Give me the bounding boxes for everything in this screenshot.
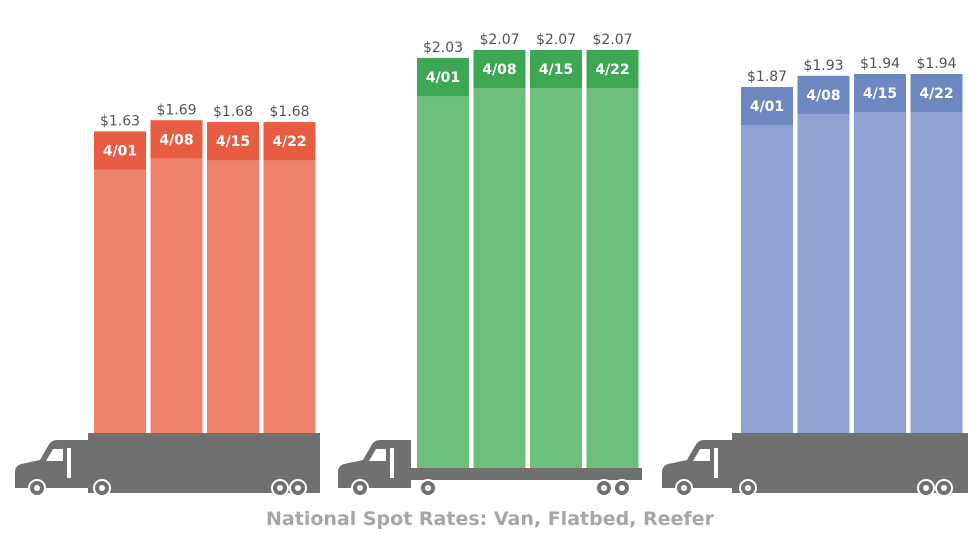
bar-header-reefer-3 (854, 74, 906, 113)
bar-header-flatbed-2 (473, 50, 526, 88)
week-label-van-1: 4/01 (103, 143, 137, 159)
truck-cab-van-door-line (67, 448, 71, 478)
bar-header-van-4 (263, 122, 316, 161)
week-label-van-2: 4/08 (159, 132, 193, 148)
bar-reefer-1 (741, 87, 793, 434)
week-label-van-3: 4/15 (216, 134, 250, 150)
wheel-front-van-hub (34, 485, 40, 491)
week-label-flatbed-4: 4/22 (595, 62, 629, 78)
wheel-van-1-hub (99, 485, 105, 491)
value-label-van-3: $1.68 (213, 104, 253, 120)
value-label-van-4: $1.68 (269, 104, 309, 120)
bar-flatbed-1 (417, 58, 469, 468)
wheel-reefer-3-hub (941, 485, 947, 491)
truck-cab-van-window (46, 449, 63, 461)
value-label-reefer-4: $1.94 (916, 56, 956, 72)
week-label-flatbed-3: 4/15 (539, 62, 573, 78)
week-label-reefer-4: 4/22 (919, 86, 953, 102)
week-label-reefer-1: 4/01 (750, 99, 784, 115)
wheel-front-reefer-hub (681, 485, 687, 491)
bar-header-reefer-4 (910, 74, 963, 113)
bar-van-3 (207, 122, 259, 433)
value-label-van-1: $1.63 (100, 113, 140, 129)
truck-cab-reefer (662, 440, 735, 488)
bar-flatbed-3 (530, 50, 582, 468)
wheel-flatbed-2-hub (601, 485, 607, 491)
bar-header-reefer-1 (741, 87, 793, 126)
bar-header-flatbed-4 (586, 50, 639, 88)
value-label-flatbed-1: $2.03 (423, 40, 463, 56)
wheel-reefer-2-hub (923, 485, 929, 491)
week-label-flatbed-2: 4/08 (482, 62, 516, 78)
wheel-flatbed-3-hub (619, 485, 625, 491)
bar-flatbed-4 (586, 50, 639, 468)
bar-reefer-4 (910, 74, 963, 434)
wheel-van-2-hub (277, 485, 283, 491)
wheel-front-flatbed-hub (357, 485, 363, 491)
bar-header-van-2 (150, 120, 203, 159)
trailer-flatbed (410, 468, 642, 480)
bar-flatbed-2 (473, 50, 526, 468)
bar-header-flatbed-1 (417, 58, 469, 97)
bar-van-1 (94, 131, 146, 433)
truck-cab-flatbed (338, 440, 411, 488)
week-label-flatbed-1: 4/01 (426, 70, 460, 86)
bar-reefer-3 (854, 74, 906, 434)
week-label-reefer-3: 4/15 (863, 86, 897, 102)
bar-header-van-1 (94, 131, 146, 170)
value-label-reefer-1: $1.87 (747, 69, 787, 85)
truck-cab-reefer-window (693, 449, 710, 461)
bar-header-van-3 (207, 122, 259, 161)
truck-cab-van (15, 440, 88, 488)
bar-van-4 (263, 122, 316, 433)
value-label-reefer-2: $1.93 (803, 58, 843, 74)
chart-caption: National Spot Rates: Van, Flatbed, Reefe… (266, 508, 714, 530)
bar-header-flatbed-3 (530, 50, 582, 88)
value-label-reefer-3: $1.94 (860, 56, 900, 72)
value-label-flatbed-4: $2.07 (592, 32, 632, 48)
week-label-reefer-2: 4/08 (806, 88, 840, 104)
truck-cab-flatbed-window (369, 449, 386, 461)
wheel-reefer-1-hub (745, 485, 751, 491)
week-label-van-4: 4/22 (272, 134, 306, 150)
truck-cab-flatbed-door-line (390, 448, 394, 478)
bar-header-reefer-2 (797, 75, 850, 114)
value-label-van-2: $1.69 (156, 102, 196, 118)
value-label-flatbed-2: $2.07 (479, 32, 519, 48)
bar-van-2 (150, 120, 203, 434)
value-label-flatbed-3: $2.07 (536, 32, 576, 48)
bar-reefer-2 (797, 75, 850, 433)
wheel-flatbed-1-hub (425, 485, 431, 491)
wheel-van-3-hub (295, 485, 301, 491)
truck-cab-reefer-door-line (714, 448, 718, 478)
